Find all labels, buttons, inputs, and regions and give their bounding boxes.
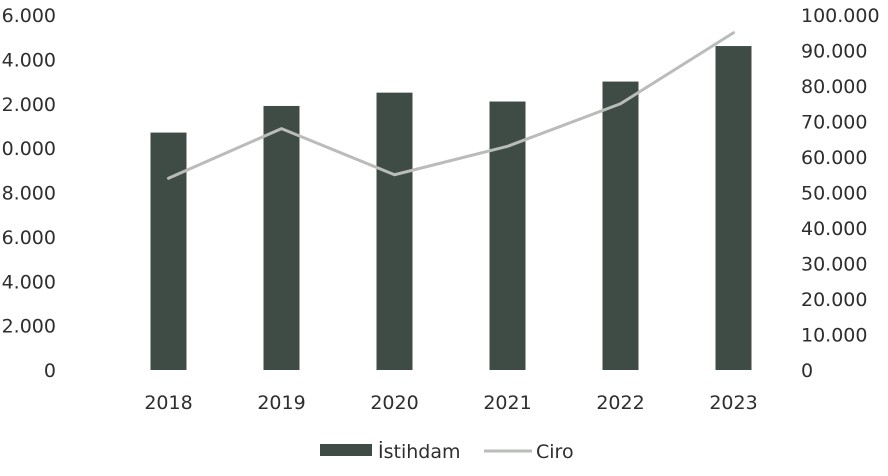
right-tick-label: 70.000	[801, 112, 867, 134]
bar	[376, 92, 413, 370]
bar	[602, 81, 639, 370]
left-tick-label: 2.000	[2, 316, 56, 338]
right-tick-label: 10.000	[801, 325, 867, 347]
bar	[715, 46, 752, 370]
x-tick-label: 2023	[709, 392, 757, 414]
left-tick-label: 4.000	[2, 271, 56, 293]
legend-bar-swatch	[320, 444, 372, 456]
right-tick-label: 50.000	[801, 183, 867, 205]
legend-bar-label: İstihdam	[378, 440, 461, 463]
right-tick-label: 60.000	[801, 147, 867, 169]
left-tick-label: 0	[44, 360, 56, 382]
x-tick-label: 2022	[596, 392, 644, 414]
x-axis-labels: 2018 2019 2020 2021 2022 2023	[144, 392, 757, 414]
left-tick-label: 10.000	[0, 138, 56, 160]
x-tick-label: 2019	[257, 392, 305, 414]
line-series	[167, 31, 735, 180]
left-axis-ticks: 0 2.000 4.000 6.000 8.000 10.000 12.000 14.000 1…	[0, 5, 56, 382]
left-tick-label: 6.000	[2, 227, 56, 249]
left-tick-label: 12.000	[0, 94, 56, 116]
left-tick-label: 8.000	[2, 183, 56, 205]
right-tick-label: 0	[801, 360, 813, 382]
right-tick-label: 80.000	[801, 76, 867, 98]
left-tick-label: 14.000	[0, 49, 56, 71]
bar	[150, 132, 187, 370]
right-tick-label: 40.000	[801, 218, 867, 240]
left-tick-label: 16.000	[0, 5, 56, 27]
legend-line-label: Ciro	[536, 441, 574, 463]
right-tick-label: 20.000	[801, 289, 867, 311]
legend: İstihdam Ciro	[320, 440, 574, 463]
x-tick-label: 2018	[144, 392, 192, 414]
right-axis-ticks: 0 10.000 20.000 30.000 40.000 50.000 60.000 70.…	[801, 5, 880, 382]
right-tick-label: 90.000	[801, 41, 867, 63]
bar	[263, 105, 300, 370]
x-tick-label: 2021	[483, 392, 531, 414]
series-line	[167, 31, 735, 180]
right-tick-label: 100.000	[801, 5, 880, 27]
x-tick-label: 2020	[370, 392, 418, 414]
right-tick-label: 30.000	[801, 254, 867, 276]
bar-series	[150, 46, 752, 370]
